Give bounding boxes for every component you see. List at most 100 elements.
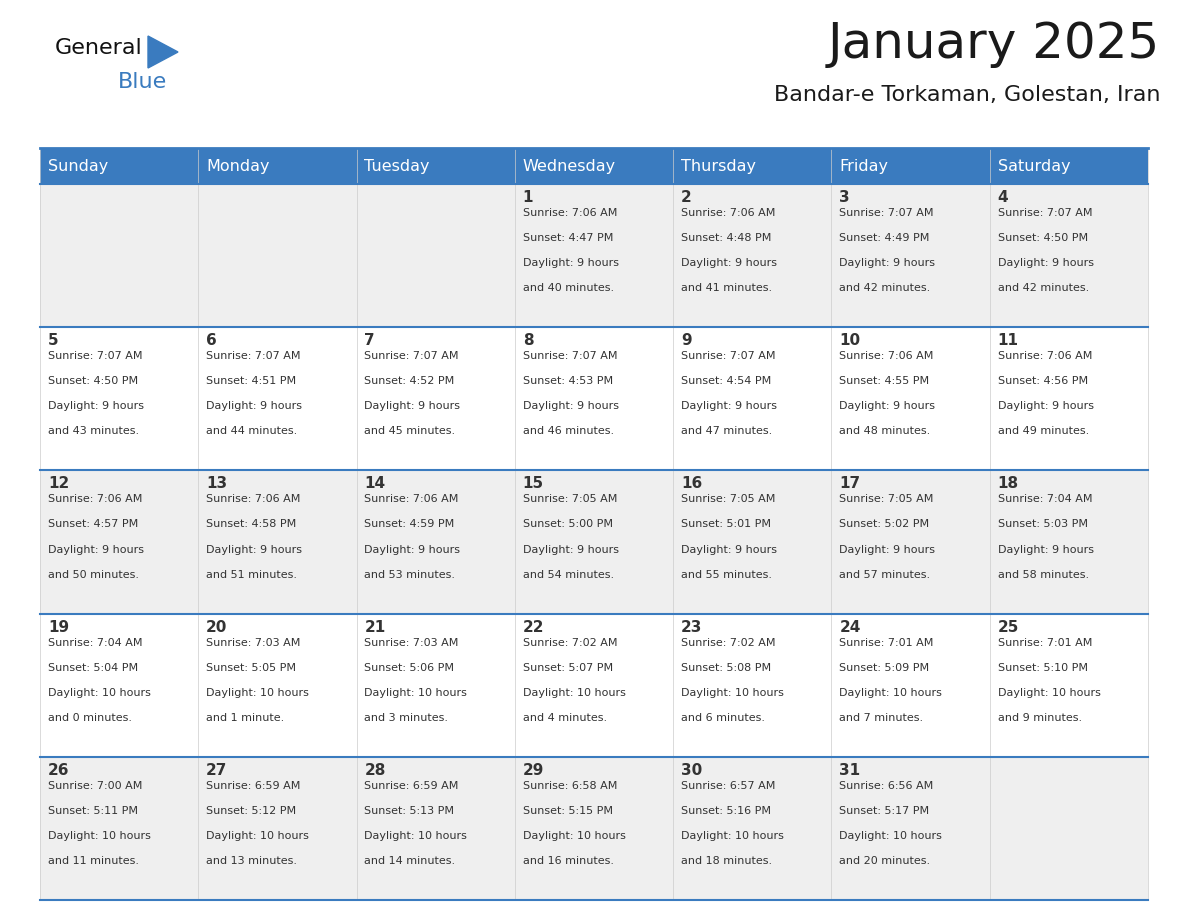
Bar (198, 327, 356, 470)
Text: 17: 17 (840, 476, 860, 491)
Text: Daylight: 9 hours: Daylight: 9 hours (681, 544, 777, 554)
Text: and 54 minutes.: and 54 minutes. (523, 569, 614, 579)
Text: 19: 19 (48, 620, 69, 634)
Bar (356, 470, 514, 613)
Text: and 49 minutes.: and 49 minutes. (998, 426, 1089, 436)
Text: Sunrise: 6:59 AM: Sunrise: 6:59 AM (207, 781, 301, 790)
Text: 27: 27 (207, 763, 228, 778)
Text: and 20 minutes.: and 20 minutes. (840, 856, 930, 866)
Bar (40, 327, 198, 470)
Text: and 47 minutes.: and 47 minutes. (681, 426, 772, 436)
Bar (40, 148, 198, 184)
Text: Daylight: 10 hours: Daylight: 10 hours (840, 688, 942, 698)
Text: 16: 16 (681, 476, 702, 491)
Text: Daylight: 10 hours: Daylight: 10 hours (681, 831, 784, 841)
Text: Sunrise: 6:59 AM: Sunrise: 6:59 AM (365, 781, 459, 790)
Text: Daylight: 9 hours: Daylight: 9 hours (840, 258, 935, 268)
Text: Sunset: 4:57 PM: Sunset: 4:57 PM (48, 520, 138, 530)
Text: Wednesday: Wednesday (523, 159, 615, 174)
Text: 5: 5 (48, 333, 58, 348)
Text: Daylight: 9 hours: Daylight: 9 hours (48, 544, 144, 554)
Text: and 6 minutes.: and 6 minutes. (681, 712, 765, 722)
Text: and 4 minutes.: and 4 minutes. (523, 712, 607, 722)
Text: Sunset: 5:13 PM: Sunset: 5:13 PM (365, 806, 455, 816)
Text: Sunrise: 7:06 AM: Sunrise: 7:06 AM (523, 208, 617, 218)
Text: 20: 20 (207, 620, 228, 634)
Text: Daylight: 9 hours: Daylight: 9 hours (365, 401, 461, 411)
Text: and 46 minutes.: and 46 minutes. (523, 426, 614, 436)
Bar (356, 756, 514, 900)
Text: Daylight: 9 hours: Daylight: 9 hours (998, 544, 1094, 554)
Text: Sunset: 5:04 PM: Sunset: 5:04 PM (48, 663, 138, 673)
Text: Daylight: 10 hours: Daylight: 10 hours (207, 688, 309, 698)
Text: 8: 8 (523, 333, 533, 348)
Text: 21: 21 (365, 620, 386, 634)
Text: Daylight: 9 hours: Daylight: 9 hours (998, 258, 1094, 268)
Bar (832, 327, 990, 470)
Text: 23: 23 (681, 620, 702, 634)
Text: Sunrise: 7:07 AM: Sunrise: 7:07 AM (48, 352, 143, 361)
Text: Daylight: 10 hours: Daylight: 10 hours (998, 688, 1100, 698)
Text: and 41 minutes.: and 41 minutes. (681, 283, 772, 293)
Text: Sunset: 5:08 PM: Sunset: 5:08 PM (681, 663, 771, 673)
Text: Sunrise: 7:01 AM: Sunrise: 7:01 AM (998, 638, 1092, 647)
Text: Sunrise: 7:06 AM: Sunrise: 7:06 AM (681, 208, 776, 218)
Text: Daylight: 10 hours: Daylight: 10 hours (365, 688, 467, 698)
Text: Sunset: 4:53 PM: Sunset: 4:53 PM (523, 376, 613, 386)
Text: Daylight: 9 hours: Daylight: 9 hours (207, 544, 302, 554)
Text: Daylight: 9 hours: Daylight: 9 hours (48, 401, 144, 411)
Text: Sunrise: 7:05 AM: Sunrise: 7:05 AM (523, 495, 617, 504)
Bar (990, 148, 1148, 184)
Text: Sunset: 5:01 PM: Sunset: 5:01 PM (681, 520, 771, 530)
Text: and 14 minutes.: and 14 minutes. (365, 856, 456, 866)
Bar (674, 470, 832, 613)
Bar (198, 470, 356, 613)
Text: Sunset: 5:10 PM: Sunset: 5:10 PM (998, 663, 1088, 673)
Text: and 50 minutes.: and 50 minutes. (48, 569, 139, 579)
Text: 6: 6 (207, 333, 217, 348)
Text: Thursday: Thursday (681, 159, 756, 174)
Text: 4: 4 (998, 190, 1009, 205)
Text: and 7 minutes.: and 7 minutes. (840, 712, 923, 722)
Text: Daylight: 9 hours: Daylight: 9 hours (998, 401, 1094, 411)
Text: Daylight: 9 hours: Daylight: 9 hours (523, 544, 619, 554)
Text: and 58 minutes.: and 58 minutes. (998, 569, 1088, 579)
Text: Sunset: 4:54 PM: Sunset: 4:54 PM (681, 376, 771, 386)
Text: 10: 10 (840, 333, 860, 348)
Text: 11: 11 (998, 333, 1018, 348)
Text: Sunrise: 7:06 AM: Sunrise: 7:06 AM (840, 352, 934, 361)
Text: and 55 minutes.: and 55 minutes. (681, 569, 772, 579)
Text: Sunrise: 7:03 AM: Sunrise: 7:03 AM (365, 638, 459, 647)
Text: and 18 minutes.: and 18 minutes. (681, 856, 772, 866)
Text: Bandar-e Torkaman, Golestan, Iran: Bandar-e Torkaman, Golestan, Iran (773, 85, 1159, 105)
Text: January 2025: January 2025 (828, 20, 1159, 68)
Text: Sunrise: 7:03 AM: Sunrise: 7:03 AM (207, 638, 301, 647)
Bar (198, 148, 356, 184)
Text: and 16 minutes.: and 16 minutes. (523, 856, 614, 866)
Text: and 44 minutes.: and 44 minutes. (207, 426, 297, 436)
Text: 31: 31 (840, 763, 860, 778)
Text: Monday: Monday (207, 159, 270, 174)
Text: Sunrise: 6:57 AM: Sunrise: 6:57 AM (681, 781, 776, 790)
Text: 7: 7 (365, 333, 375, 348)
Bar (514, 184, 674, 327)
Text: and 1 minute.: and 1 minute. (207, 712, 284, 722)
Bar (356, 327, 514, 470)
Text: Daylight: 10 hours: Daylight: 10 hours (207, 831, 309, 841)
Text: Daylight: 10 hours: Daylight: 10 hours (523, 831, 626, 841)
Text: Sunset: 5:09 PM: Sunset: 5:09 PM (840, 663, 929, 673)
Text: Sunset: 4:47 PM: Sunset: 4:47 PM (523, 233, 613, 243)
Text: General: General (55, 38, 143, 58)
Text: Sunrise: 7:02 AM: Sunrise: 7:02 AM (681, 638, 776, 647)
Text: Sunrise: 7:05 AM: Sunrise: 7:05 AM (840, 495, 934, 504)
Bar (40, 184, 198, 327)
Text: Daylight: 10 hours: Daylight: 10 hours (365, 831, 467, 841)
Bar (356, 613, 514, 756)
Text: and 11 minutes.: and 11 minutes. (48, 856, 139, 866)
Text: 15: 15 (523, 476, 544, 491)
Text: Daylight: 10 hours: Daylight: 10 hours (523, 688, 626, 698)
Text: Sunset: 4:56 PM: Sunset: 4:56 PM (998, 376, 1088, 386)
Text: Daylight: 9 hours: Daylight: 9 hours (681, 401, 777, 411)
Text: Sunrise: 7:06 AM: Sunrise: 7:06 AM (365, 495, 459, 504)
Text: Sunrise: 7:07 AM: Sunrise: 7:07 AM (207, 352, 301, 361)
